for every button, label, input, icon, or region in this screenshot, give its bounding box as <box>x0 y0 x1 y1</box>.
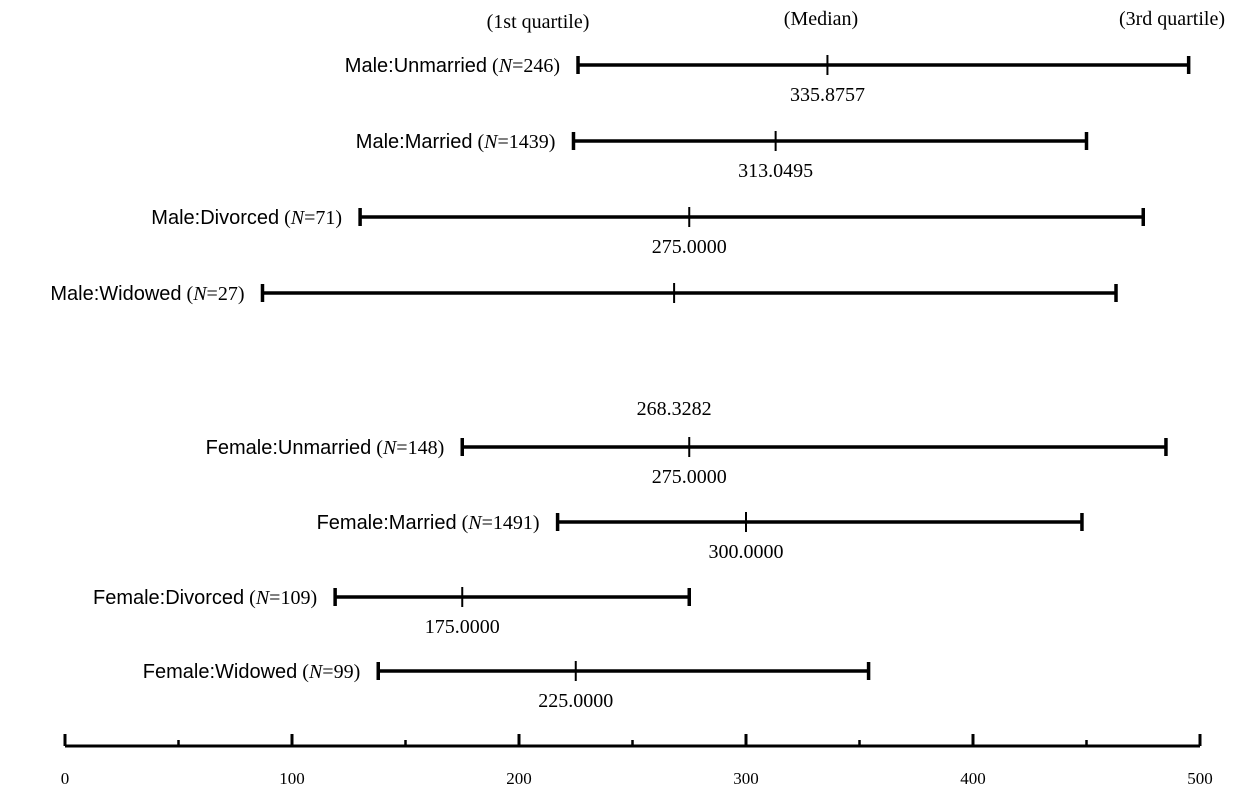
group-name: Male:Widowed <box>50 283 181 305</box>
sample-size: (N=1491) <box>457 512 540 534</box>
equals-sign: = <box>304 207 315 229</box>
equals-sign: = <box>512 55 523 77</box>
group-name: Female:Widowed <box>143 661 298 683</box>
row-label: Female:Divorced (N=109) <box>93 587 317 609</box>
n-symbol: N <box>467 512 483 534</box>
n-value: 99 <box>334 661 354 683</box>
n-symbol: N <box>290 207 306 229</box>
n-value: 148 <box>408 437 438 459</box>
n-value: 71 <box>315 207 335 229</box>
paren-open: ( <box>297 661 309 683</box>
row-label: Male:Widowed (N=27) <box>50 283 244 305</box>
group-name: Female:Divorced <box>93 587 244 609</box>
equals-sign: = <box>482 512 493 534</box>
paren-close: ) <box>238 283 245 305</box>
header-q1: (1st quartile) <box>487 11 590 33</box>
interval-row: Female:Divorced (N=109) 175.0000 <box>93 587 691 638</box>
sample-size: (N=246) <box>487 55 560 77</box>
sample-size: (N=71) <box>279 207 342 229</box>
sample-size: (N=148) <box>371 437 444 459</box>
group-name: Male:Unmarried <box>345 55 487 77</box>
paren-open: ( <box>473 131 485 153</box>
row-label: Female:Married (N=1491) <box>317 512 540 534</box>
group-name: Male:Divorced <box>151 207 279 229</box>
sample-size: (N=27) <box>182 283 245 305</box>
median-value-label: 313.0495 <box>738 160 813 182</box>
header-q3: (3rd quartile) <box>1119 8 1225 30</box>
row-label: Male:Divorced (N=71) <box>151 207 342 229</box>
paren-open: ( <box>279 207 291 229</box>
interval-row: Male:Married (N=1439) 313.0495 <box>356 131 1089 182</box>
n-symbol: N <box>498 55 514 77</box>
n-value: 1491 <box>493 512 533 534</box>
paren-open: ( <box>457 512 469 534</box>
paren-open: ( <box>487 55 499 77</box>
paren-close: ) <box>310 587 317 609</box>
n-value: 1439 <box>509 131 549 153</box>
equals-sign: = <box>396 437 407 459</box>
interval-row: Female:Married (N=1491) 300.0000 <box>317 512 1084 563</box>
equals-sign: = <box>207 283 218 305</box>
median-value-label: 175.0000 <box>425 616 500 638</box>
n-value: 109 <box>280 587 310 609</box>
median-value-label: 225.0000 <box>538 690 613 712</box>
paren-close: ) <box>354 661 361 683</box>
paren-open: ( <box>371 437 383 459</box>
n-value: 27 <box>218 283 238 305</box>
interval-row: Female:Widowed (N=99) 225.0000 <box>143 661 871 712</box>
median-value-label: 335.8757 <box>790 84 865 106</box>
n-symbol: N <box>255 587 271 609</box>
sample-size: (N=109) <box>244 587 317 609</box>
row-label: Male:Married (N=1439) <box>356 131 556 153</box>
equals-sign: = <box>269 587 280 609</box>
n-symbol: N <box>192 283 208 305</box>
median-value-label: 300.0000 <box>709 541 784 563</box>
tick-label: 200 <box>506 769 532 788</box>
n-symbol: N <box>308 661 324 683</box>
tick-label: 400 <box>960 769 986 788</box>
group-name: Male:Married <box>356 131 473 153</box>
tick-label: 500 <box>1187 769 1213 788</box>
interval-row: Female:Unmarried (N=148) 275.0000 <box>206 437 1168 488</box>
interval-rows: Male:Unmarried (N=246)335.8757Male:Marri… <box>50 55 1191 712</box>
n-symbol: N <box>483 131 499 153</box>
paren-close: ) <box>335 207 342 229</box>
equals-sign: = <box>322 661 333 683</box>
paren-close: ) <box>438 437 445 459</box>
x-axis: 0 100 200 300 400 500 <box>61 734 1213 788</box>
median-value-label: 275.0000 <box>652 466 727 488</box>
paren-open: ( <box>182 283 194 305</box>
n-symbol: N <box>382 437 398 459</box>
tick-label: 300 <box>733 769 759 788</box>
row-label: Male:Unmarried (N=246) <box>345 55 560 77</box>
sample-size: (N=99) <box>297 661 360 683</box>
median-value-label: 268.3282 <box>637 398 712 420</box>
interval-row: Male:Widowed (N=27) 268.3282 <box>50 283 1118 420</box>
group-name: Female:Married <box>317 512 457 534</box>
group-name: Female:Unmarried <box>206 437 372 459</box>
paren-close: ) <box>533 512 540 534</box>
median-value-label: 275.0000 <box>652 236 727 258</box>
row-label: Female:Widowed (N=99) <box>143 661 360 683</box>
interval-row: Male:Divorced (N=71) 275.0000 <box>151 207 1145 258</box>
sample-size: (N=1439) <box>473 131 556 153</box>
paren-open: ( <box>244 587 256 609</box>
n-value: 246 <box>523 55 553 77</box>
tick-label: 100 <box>279 769 305 788</box>
tick-label: 0 <box>61 769 70 788</box>
row-label: Female:Unmarried (N=148) <box>206 437 445 459</box>
paren-close: ) <box>549 131 556 153</box>
paren-close: ) <box>553 55 560 77</box>
header-row: (1st quartile) (Median) (3rd quartile) <box>487 8 1225 33</box>
equals-sign: = <box>498 131 509 153</box>
interval-row: Male:Unmarried (N=246) 335.8757 <box>345 55 1191 106</box>
header-median: (Median) <box>784 8 858 30</box>
